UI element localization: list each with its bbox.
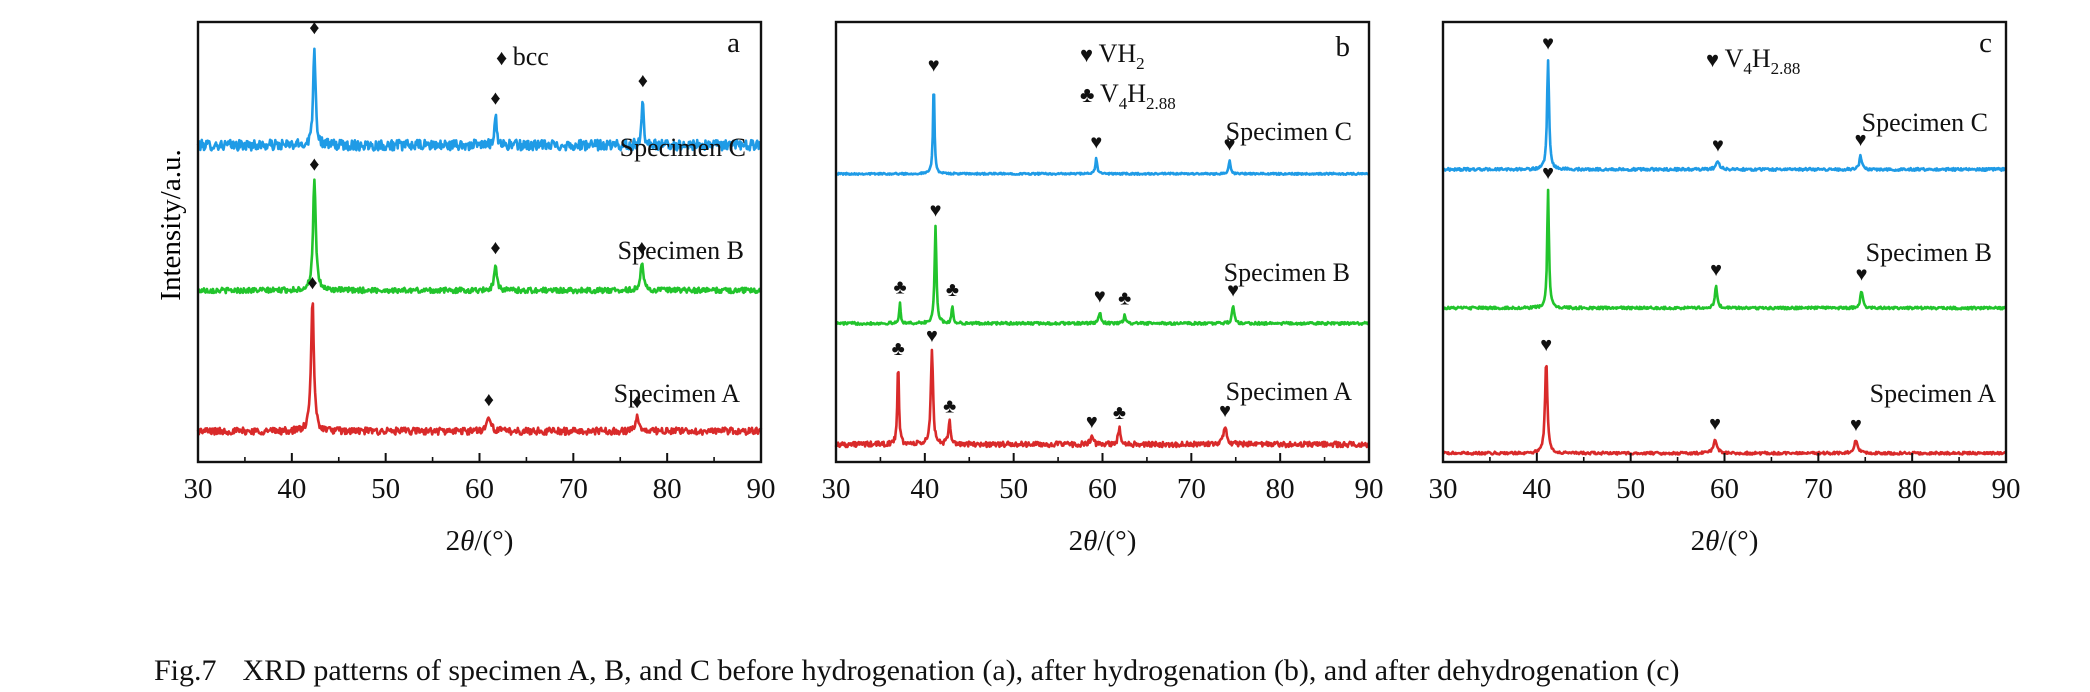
heart-marker-icon: ♥ — [1090, 131, 1102, 153]
heart-marker-icon: ♥ — [1542, 162, 1554, 184]
diamond-marker-icon: ♦ — [637, 237, 647, 259]
diamond-marker-icon: ♦ — [309, 17, 319, 39]
panel-letter: b — [1336, 31, 1351, 63]
figure-caption: Fig.7 XRD patterns of specimen A, B, and … — [154, 654, 1680, 688]
x-tick-label: 80 — [1266, 473, 1295, 505]
club-legend-icon: ♣ — [1080, 82, 1100, 107]
x-tick-label: 70 — [1177, 473, 1206, 505]
series-label: Specimen B — [618, 236, 744, 265]
x-tick-label: 70 — [1804, 473, 1833, 505]
x-tick-label: 40 — [1522, 473, 1551, 505]
heart-marker-icon: ♥ — [1850, 414, 1862, 436]
legend-entry: ♥ V4H2.88 — [1706, 44, 1800, 78]
heart-marker-icon: ♥ — [1219, 400, 1231, 422]
club-marker-icon: ♣ — [1118, 288, 1131, 310]
heart-legend-icon: ♥ — [1706, 47, 1725, 72]
club-marker-icon: ♣ — [943, 395, 956, 417]
panel-a: ♦♦♦Specimen C♦♦ ♦Specimen B♦♦ ♦Specimen A3… — [184, 17, 776, 557]
heart-marker-icon: ♥ — [928, 54, 940, 76]
club-marker-icon: ♣ — [892, 338, 905, 360]
x-tick-label: 90 — [1992, 473, 2021, 505]
series-label: Specimen C — [1862, 108, 1988, 137]
heart-marker-icon: ♥ — [926, 325, 938, 347]
heart-marker-icon: ♥ — [930, 200, 942, 222]
caption-number: Fig.7 — [154, 654, 217, 687]
diamond-marker-icon: ♦ — [490, 237, 500, 259]
heart-marker-icon: ♥ — [1712, 135, 1724, 157]
diamond-marker-icon: ♦ — [309, 153, 319, 175]
x-tick-label: 80 — [1898, 473, 1927, 505]
panel-letter: c — [1979, 27, 1992, 59]
series-label: Specimen A — [614, 379, 741, 408]
x-tick-label: 60 — [1088, 473, 1117, 505]
diamond-marker-icon: ♦ — [632, 391, 642, 413]
x-tick-label: 50 — [371, 473, 400, 505]
legend-entry: ♦ bcc — [496, 42, 549, 71]
heart-marker-icon: ♥ — [1709, 413, 1721, 435]
x-axis-label: 2θ/(°) — [1069, 525, 1137, 557]
x-tick-label: 40 — [277, 473, 306, 505]
panel-letter: a — [727, 27, 740, 59]
diamond-legend-icon: ♦ — [496, 45, 513, 70]
club-marker-icon: ♣ — [1113, 402, 1126, 424]
series-label: Specimen A — [1870, 379, 1997, 408]
series-line-specimen-c — [196, 47, 763, 152]
x-tick-label: 80 — [653, 473, 682, 505]
x-axis-label: 2θ/(°) — [446, 525, 514, 557]
series-line-specimen-b — [197, 178, 763, 295]
x-tick-label: 30 — [184, 473, 213, 505]
y-axis-label: Intensity/a.u. — [155, 149, 187, 300]
x-axis-label: 2θ/(°) — [1691, 525, 1759, 557]
heart-marker-icon: ♥ — [1094, 285, 1106, 307]
series-line-specimen-c — [835, 93, 1370, 176]
caption-text: XRD patterns of specimen A, B, and C bef… — [242, 654, 1680, 687]
series-label: Specimen C — [620, 133, 746, 162]
diamond-marker-icon: ♦ — [638, 70, 648, 92]
x-tick-label: 90 — [747, 473, 776, 505]
heart-legend-icon: ♥ — [1080, 42, 1099, 67]
series-line-specimen-a — [834, 348, 1370, 449]
series-label: Specimen B — [1224, 258, 1350, 287]
series-line-specimen-a — [196, 302, 763, 436]
series-label: Specimen C — [1226, 117, 1352, 146]
x-tick-label: 30 — [1429, 473, 1458, 505]
heart-marker-icon: ♥ — [1224, 134, 1236, 156]
heart-marker-icon: ♥ — [1856, 263, 1868, 285]
x-tick-label: 30 — [822, 473, 851, 505]
x-tick-label: 60 — [1710, 473, 1739, 505]
series-line-specimen-c — [1442, 59, 2008, 172]
club-marker-icon: ♣ — [893, 277, 906, 299]
series-label: Specimen A — [1226, 377, 1353, 406]
series-line-specimen-b — [1442, 188, 2007, 311]
series-label: Specimen B — [1866, 238, 1992, 267]
heart-marker-icon: ♥ — [1540, 334, 1552, 356]
panel-b: ♥♥ ♥Specimen C♣♥♣ ♥ ♣ ♥Specimen B♣♥♣♥ ♣ ♥Speci… — [822, 20, 1384, 557]
x-tick-label: 50 — [1616, 473, 1645, 505]
diamond-marker-icon: ♦ — [490, 87, 500, 109]
x-tick-label: 40 — [910, 473, 939, 505]
heart-marker-icon: ♥ — [1086, 411, 1098, 433]
diamond-marker-icon: ♦ — [307, 272, 317, 294]
chart-panels: ♦♦♦Specimen C♦♦ ♦Specimen B♦♦ ♦Specimen A3… — [184, 17, 2021, 557]
x-tick-label: 50 — [999, 473, 1028, 505]
x-tick-label: 90 — [1355, 473, 1384, 505]
x-tick-label: 60 — [465, 473, 494, 505]
x-tick-label: 70 — [559, 473, 588, 505]
panel-c: ♥♥ ♥Specimen C♥♥ ♥Specimen B♥♥ ♥Specimen A3… — [1429, 20, 2021, 557]
club-marker-icon: ♣ — [946, 279, 959, 301]
heart-marker-icon: ♥ — [1855, 129, 1867, 151]
legend-entry: ♥ VH2 — [1080, 39, 1145, 73]
series-line-specimen-b — [834, 224, 1371, 326]
legend-entry: ♣ V4H2.88 — [1080, 79, 1176, 113]
diamond-marker-icon: ♦ — [484, 389, 494, 411]
heart-marker-icon: ♥ — [1710, 259, 1722, 281]
heart-marker-icon: ♥ — [1542, 32, 1554, 54]
heart-marker-icon: ♥ — [1227, 280, 1239, 302]
